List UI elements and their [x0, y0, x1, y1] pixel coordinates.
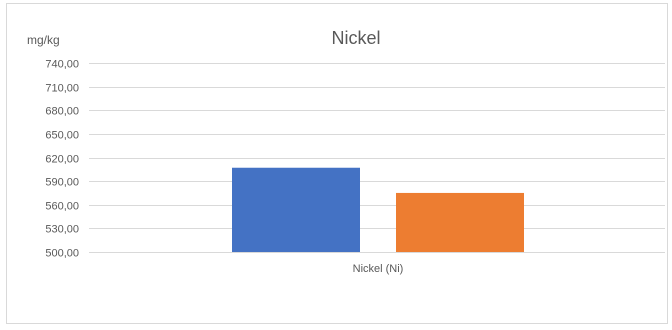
y-tick-label: 620,00 — [45, 154, 79, 166]
y-tick-label: 560,00 — [45, 201, 79, 213]
chart-title: Nickel — [331, 28, 380, 48]
category-labels: Nickel (Ni) — [353, 263, 404, 275]
bars — [232, 167, 524, 252]
y-tick-label: 500,00 — [45, 248, 79, 260]
bar-series-1 — [232, 167, 360, 252]
y-tick-label: 710,00 — [45, 83, 79, 95]
y-tick-label: 590,00 — [45, 177, 79, 189]
y-axis-unit-label: mg/kg — [27, 33, 60, 47]
y-tick-label: 530,00 — [45, 224, 79, 236]
y-tick-label: 680,00 — [45, 106, 79, 118]
y-tick-labels: 500,00 530,00 560,00 590,00 620,00 650,00 680,… — [45, 59, 79, 260]
bar-series-2 — [396, 192, 524, 252]
y-tick-label: 740,00 — [45, 59, 79, 71]
bar-chart: Nickel mg/kg 500,00 530,00 560,00 590,00 620… — [27, 28, 665, 275]
grid-layer — [89, 63, 665, 253]
chart-frame: Nickel mg/kg 500,00 530,00 560,00 590,00 620… — [6, 3, 668, 324]
y-tick-label: 650,00 — [45, 130, 79, 142]
x-category-label: Nickel (Ni) — [353, 263, 404, 275]
